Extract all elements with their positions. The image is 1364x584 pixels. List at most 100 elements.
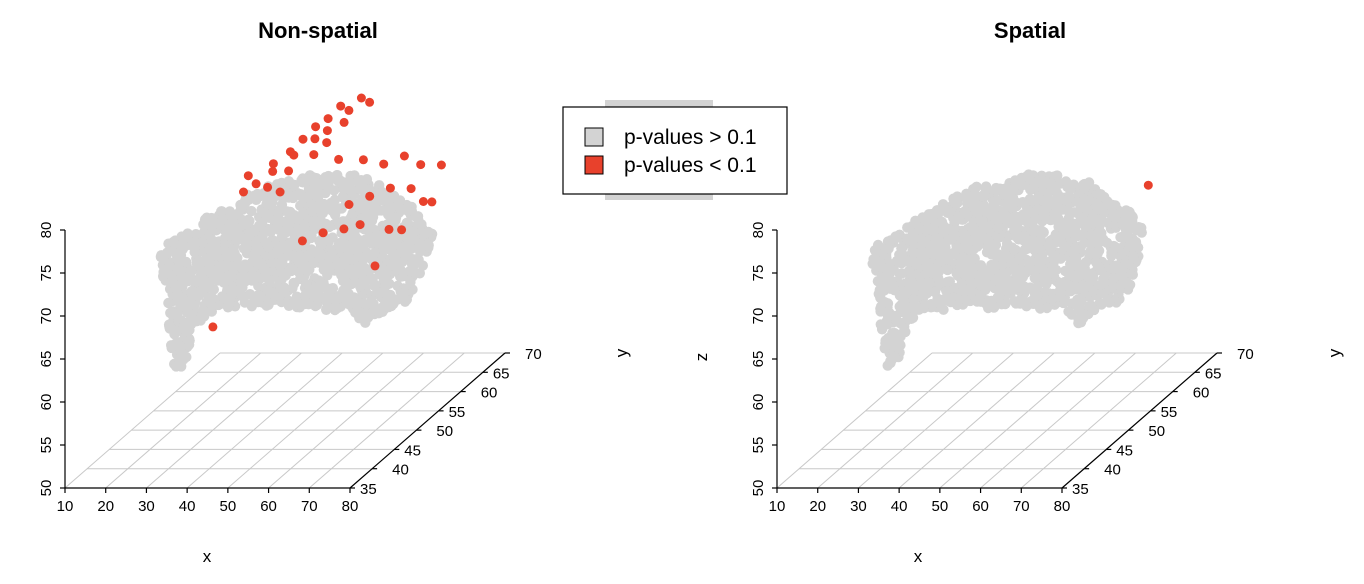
- point-nonsignificant: [981, 247, 993, 258]
- point-nonsignificant: [992, 222, 1004, 234]
- point-nonsignificant: [349, 270, 360, 282]
- point-nonsignificant: [288, 277, 299, 289]
- point-nonsignificant: [983, 280, 994, 291]
- point-nonsignificant: [940, 242, 951, 253]
- point-nonsignificant: [197, 237, 208, 248]
- z-tick-label-6: 80: [38, 222, 55, 239]
- point-nonsignificant: [1126, 211, 1138, 222]
- point-nonsignificant: [1079, 178, 1090, 190]
- point-significant-39: [275, 187, 285, 197]
- point-significant-5: [323, 114, 333, 124]
- point-significant-24: [416, 160, 426, 170]
- x-tick-label-3: 40: [179, 498, 196, 515]
- point-nonsignificant: [1101, 237, 1113, 248]
- y-axis-line: [349, 352, 506, 489]
- point-significant-18: [284, 166, 294, 176]
- point-nonsignificant: [1077, 313, 1088, 324]
- x-tick-label-7: 80: [342, 498, 359, 515]
- point-nonsignificant: [965, 222, 976, 233]
- panel-title: Non-spatial: [258, 18, 378, 43]
- point-significant-16: [339, 117, 349, 127]
- point-nonsignificant: [311, 299, 323, 311]
- point-nonsignificant: [956, 278, 967, 290]
- point-nonsignificant: [219, 245, 230, 256]
- point-nonsignificant: [1017, 266, 1028, 277]
- legend-swatch-0: [584, 127, 604, 147]
- point-nonsignificant: [213, 299, 224, 311]
- point-nonsignificant: [206, 268, 217, 279]
- z-tick-label-1: 55: [750, 437, 767, 454]
- point-nonsignificant: [364, 231, 375, 242]
- z-tick-label-2: 60: [38, 394, 55, 411]
- point-nonsignificant: [963, 244, 975, 255]
- point-nonsignificant: [920, 215, 931, 227]
- point-nonsignificant: [255, 259, 267, 270]
- point-nonsignificant: [345, 177, 356, 188]
- point-nonsignificant: [1055, 278, 1066, 289]
- point-nonsignificant: [994, 232, 1005, 243]
- point-nonsignificant: [986, 300, 998, 311]
- point-nonsignificant: [275, 260, 286, 271]
- point-nonsignificant: [374, 287, 386, 299]
- point-nonsignificant: [1033, 300, 1044, 311]
- point-nonsignificant: [992, 212, 1003, 224]
- z-tick-label-0: 50: [750, 480, 767, 497]
- point-nonsignificant: [175, 271, 187, 282]
- point-nonsignificant: [363, 309, 374, 320]
- point-nonsignificant: [1018, 230, 1030, 242]
- point-nonsignificant: [1104, 297, 1115, 308]
- point-nonsignificant: [1093, 188, 1105, 200]
- point-nonsignificant: [399, 287, 410, 299]
- point-nonsignificant: [308, 258, 319, 269]
- point-nonsignificant: [1030, 284, 1042, 295]
- point-nonsignificant: [1040, 176, 1051, 187]
- grid-line-x-1: [817, 352, 974, 489]
- x-tick-label-1: 20: [97, 498, 114, 515]
- point-significant-28: [385, 183, 395, 193]
- point-nonsignificant: [298, 177, 309, 188]
- point-nonsignificant: [166, 340, 177, 351]
- point-nonsignificant: [932, 208, 943, 219]
- point-significant-6: [336, 101, 346, 111]
- point-nonsignificant: [873, 288, 884, 300]
- point-significant-34: [384, 224, 394, 234]
- point-nonsignificant: [971, 181, 982, 192]
- point-significant-26: [344, 200, 354, 209]
- point-nonsignificant: [934, 265, 945, 277]
- point-nonsignificant: [1063, 306, 1074, 317]
- point-nonsignificant: [1030, 272, 1041, 283]
- point-significant-0: [1143, 180, 1153, 190]
- point-significant-10: [239, 187, 248, 197]
- point-nonsignificant: [1115, 280, 1126, 292]
- grid-line-x-0: [776, 352, 933, 489]
- point-nonsignificant: [1080, 257, 1092, 268]
- point-nonsignificant: [1061, 194, 1072, 206]
- point-nonsignificant: [1090, 257, 1102, 268]
- x-axis-title: x: [914, 547, 923, 566]
- point-significant-8: [356, 93, 366, 103]
- y-tick-label-3: 50: [436, 423, 453, 440]
- point-nonsignificant: [414, 246, 426, 257]
- x-tick-label-3: 40: [891, 498, 908, 515]
- point-nonsignificant: [323, 252, 335, 263]
- point-significant-40: [322, 138, 332, 148]
- point-nonsignificant: [990, 185, 1002, 196]
- point-nonsignificant: [210, 238, 221, 249]
- point-nonsignificant: [1096, 213, 1107, 225]
- point-nonsignificant: [325, 283, 337, 295]
- y-axis-line: [1061, 352, 1218, 489]
- point-nonsignificant: [244, 289, 256, 300]
- point-nonsignificant: [203, 294, 214, 305]
- point-nonsignificant: [175, 299, 186, 310]
- point-nonsignificant: [175, 346, 187, 357]
- point-nonsignificant: [388, 190, 400, 202]
- point-nonsignificant: [1018, 281, 1030, 292]
- point-nonsignificant: [369, 279, 381, 291]
- point-nonsignificant: [1063, 280, 1074, 291]
- point-nonsignificant: [257, 230, 268, 242]
- point-nonsignificant: [260, 267, 271, 279]
- grid-line-x-2: [146, 352, 302, 489]
- point-nonsignificant: [959, 293, 971, 305]
- point-nonsignificant: [281, 206, 293, 217]
- point-nonsignificant: [259, 208, 270, 219]
